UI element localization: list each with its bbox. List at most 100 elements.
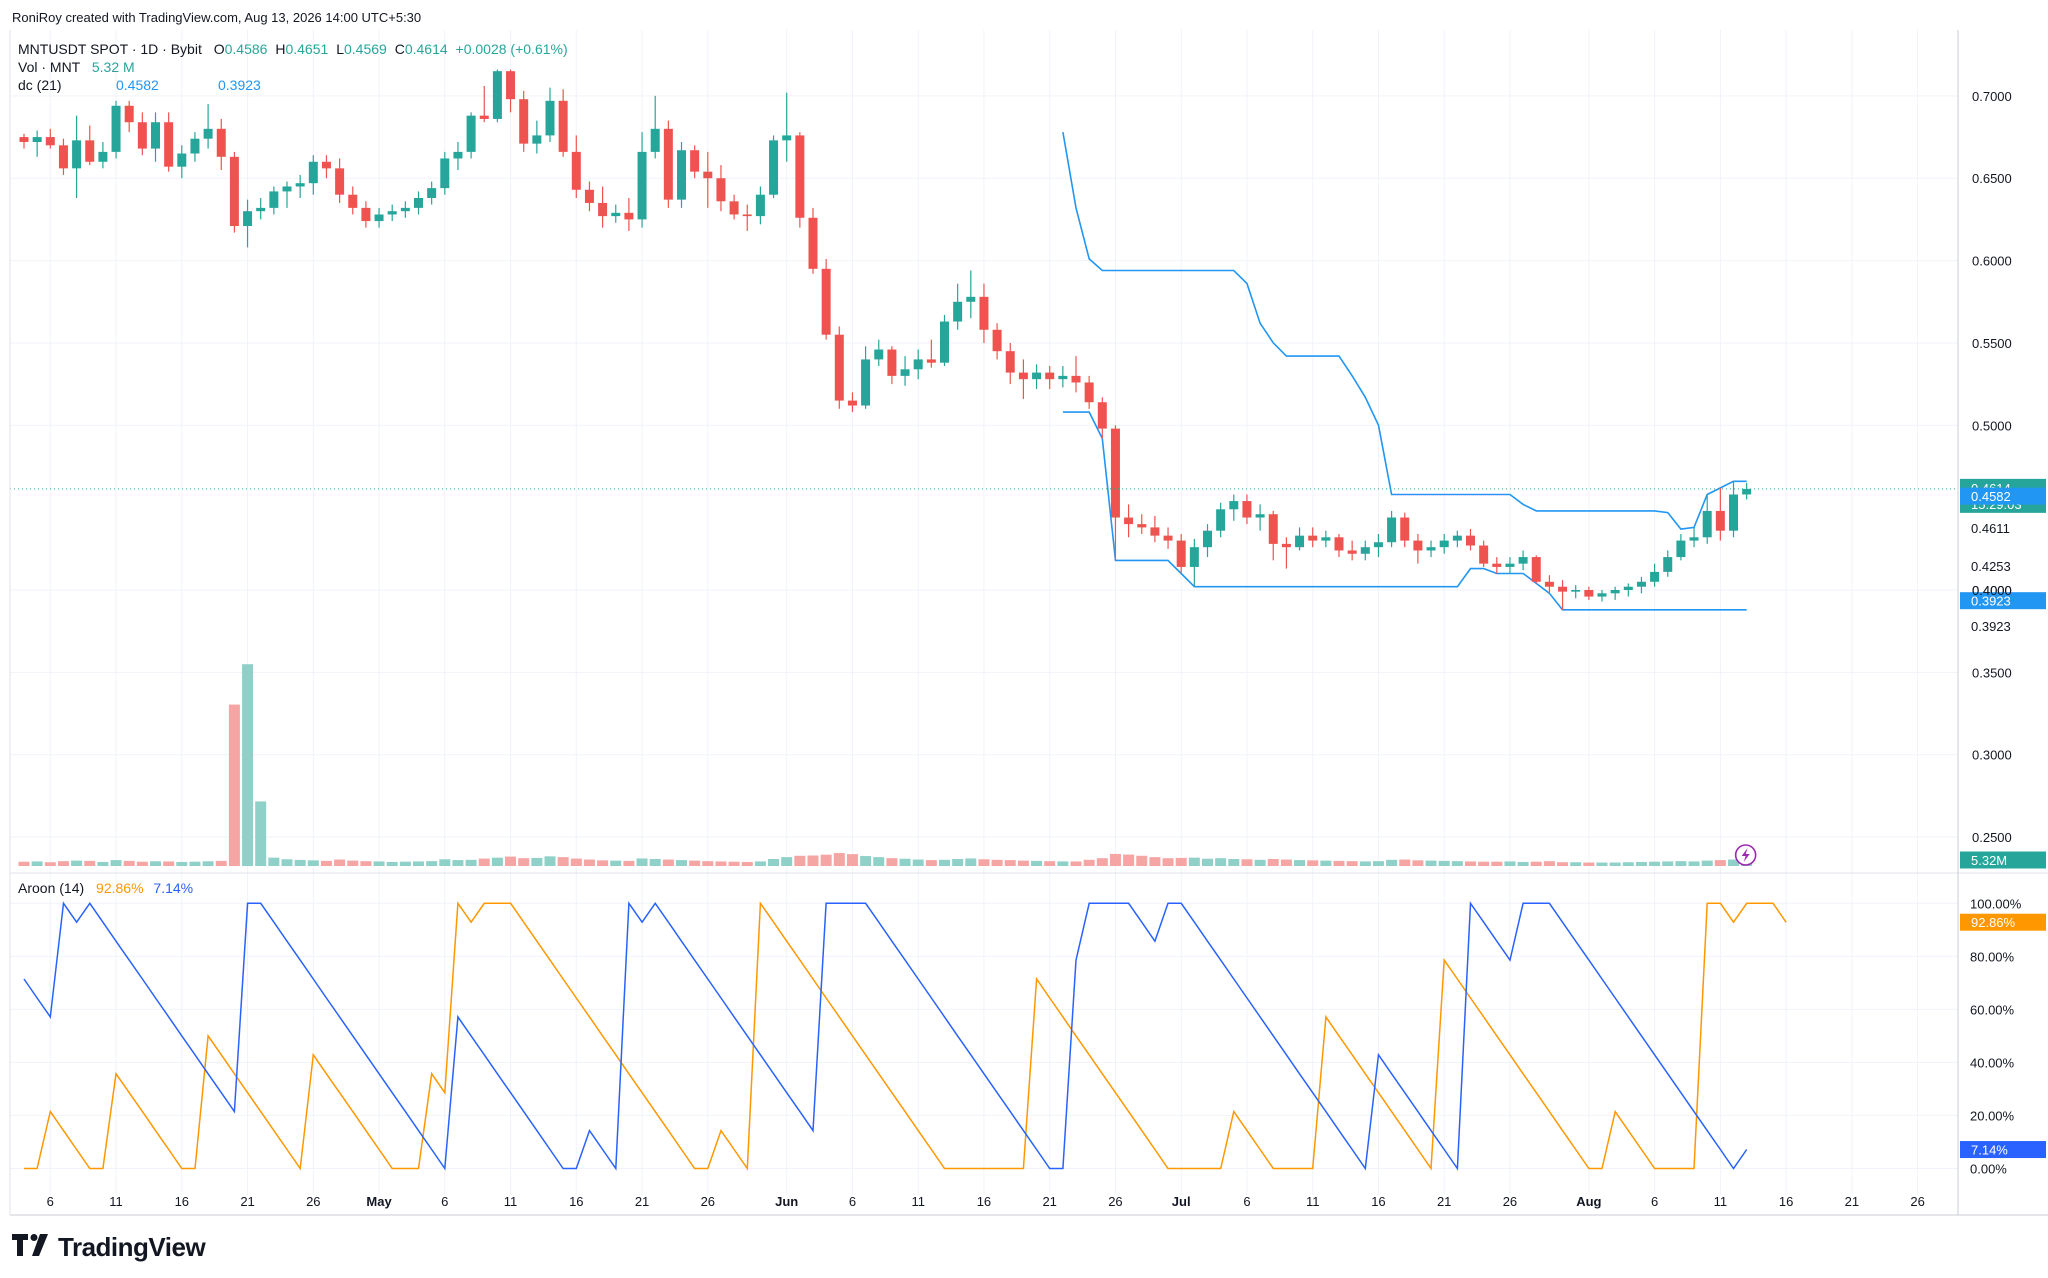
candle-body[interactable] — [414, 198, 423, 208]
candle-body[interactable] — [1373, 542, 1383, 548]
candle-body[interactable] — [1110, 428, 1120, 518]
candle-body[interactable] — [203, 128, 213, 139]
candle-body[interactable] — [926, 359, 936, 363]
candle-body[interactable] — [1702, 510, 1712, 538]
candle-body[interactable] — [1571, 590, 1581, 592]
candle-body[interactable] — [1268, 514, 1278, 544]
candle-body[interactable] — [966, 296, 976, 302]
candle-body[interactable] — [374, 214, 384, 222]
candle-body[interactable] — [1163, 535, 1173, 541]
candle-body[interactable] — [874, 349, 884, 360]
candle-body[interactable] — [1203, 530, 1212, 548]
candle-body[interactable] — [1124, 517, 1134, 525]
candle-body[interactable] — [598, 202, 608, 217]
candle-body[interactable] — [466, 115, 476, 152]
candle-body[interactable] — [335, 168, 345, 195]
candle-body[interactable] — [808, 217, 818, 269]
candle-body[interactable] — [1255, 514, 1265, 518]
candle-body[interactable] — [1663, 557, 1673, 572]
candle-body[interactable] — [663, 128, 673, 200]
candle-body[interactable] — [1005, 351, 1015, 373]
candle-body[interactable] — [571, 151, 581, 190]
candle-body[interactable] — [58, 145, 68, 169]
candle-body[interactable] — [834, 334, 844, 401]
price-pane[interactable] — [10, 69, 1958, 611]
candle-body[interactable] — [1742, 488, 1752, 495]
candle-body[interactable] — [1321, 537, 1331, 541]
candle-body[interactable] — [98, 151, 108, 162]
aroon-legend[interactable]: Aroon (14) 92.86% 7.14% — [18, 880, 193, 896]
candle-body[interactable] — [703, 171, 713, 179]
candle-body[interactable] — [308, 161, 318, 184]
candle-body[interactable] — [1413, 540, 1423, 551]
candle-body[interactable] — [1308, 535, 1318, 541]
candle-body[interactable] — [256, 207, 266, 212]
candle-body[interactable] — [124, 105, 134, 123]
symbol-name[interactable]: MNTUSDT SPOT · 1D · Bybit — [18, 41, 202, 57]
candle-body[interactable] — [72, 140, 82, 169]
candle-body[interactable] — [269, 191, 279, 208]
candle-body[interactable] — [506, 71, 516, 100]
candle-body[interactable] — [1466, 535, 1475, 546]
candle-body[interactable] — [1150, 527, 1160, 536]
candle-body[interactable] — [1518, 557, 1528, 564]
candle-body[interactable] — [1623, 586, 1633, 590]
candle-body[interactable] — [453, 151, 463, 159]
candle-body[interactable] — [216, 128, 226, 157]
candle-body[interactable] — [755, 194, 765, 217]
candle-body[interactable] — [1334, 537, 1344, 551]
candle-body[interactable] — [32, 137, 42, 142]
candle-body[interactable] — [1189, 547, 1199, 567]
candle-body[interactable] — [1610, 590, 1620, 594]
candle-body[interactable] — [1452, 535, 1462, 541]
candle-body[interactable] — [164, 122, 174, 167]
candle-body[interactable] — [1715, 510, 1725, 531]
candle-body[interactable] — [440, 158, 450, 189]
candle-body[interactable] — [847, 400, 857, 406]
candle-body[interactable] — [1018, 372, 1028, 380]
candle-body[interactable] — [637, 151, 647, 220]
candle-body[interactable] — [584, 189, 594, 203]
candle-body[interactable] — [1360, 547, 1370, 554]
candle-body[interactable] — [1387, 517, 1397, 543]
candle-body[interactable] — [229, 156, 239, 226]
candle-body[interactable] — [1650, 571, 1660, 582]
candle-body[interactable] — [400, 207, 410, 212]
candle-body[interactable] — [1347, 550, 1357, 554]
candle-body[interactable] — [151, 122, 160, 149]
candle-body[interactable] — [887, 349, 897, 376]
aroon-legend-label[interactable]: Aroon (14) — [18, 880, 85, 896]
candle-body[interactable] — [1676, 540, 1686, 558]
aroon-down-line[interactable] — [23, 901, 1748, 1171]
donchian-lower-line[interactable] — [1062, 411, 1747, 611]
candle-body[interactable] — [1242, 501, 1252, 518]
candle-body[interactable] — [1176, 540, 1186, 567]
candle-body[interactable] — [624, 212, 634, 220]
candle-body[interactable] — [769, 140, 779, 195]
candle-body[interactable] — [479, 115, 489, 119]
candle-body[interactable] — [1295, 535, 1305, 548]
candle-body[interactable] — [795, 135, 805, 218]
candle-body[interactable] — [1097, 402, 1107, 429]
candle-body[interactable] — [821, 268, 831, 335]
candle-body[interactable] — [387, 211, 397, 215]
candle-body[interactable] — [913, 359, 923, 370]
candle-body[interactable] — [532, 135, 542, 144]
candle-body[interactable] — [611, 212, 621, 217]
candle-body[interactable] — [992, 329, 1002, 352]
candle-body[interactable] — [1584, 590, 1594, 597]
candle-body[interactable] — [85, 140, 95, 162]
candle-body[interactable] — [1426, 547, 1436, 551]
axes[interactable]: 0.7000 0.6500 0.6000 0.5500 0.5000 0.4000 0.35… — [9, 30, 2048, 1216]
candle-body[interactable] — [19, 137, 29, 142]
candle-body[interactable] — [1597, 593, 1607, 597]
candle-body[interactable] — [650, 128, 660, 152]
tradingview-logo[interactable]: TradingView — [12, 1232, 206, 1263]
candle-body[interactable] — [677, 150, 686, 200]
candle-body[interactable] — [137, 122, 147, 149]
candle-body[interactable] — [348, 194, 358, 208]
candle-body[interactable] — [1045, 372, 1055, 380]
donchian-legend-label[interactable]: dc (21) — [18, 77, 62, 93]
volume-legend[interactable]: Vol · MNT 5.32 M — [18, 59, 135, 75]
